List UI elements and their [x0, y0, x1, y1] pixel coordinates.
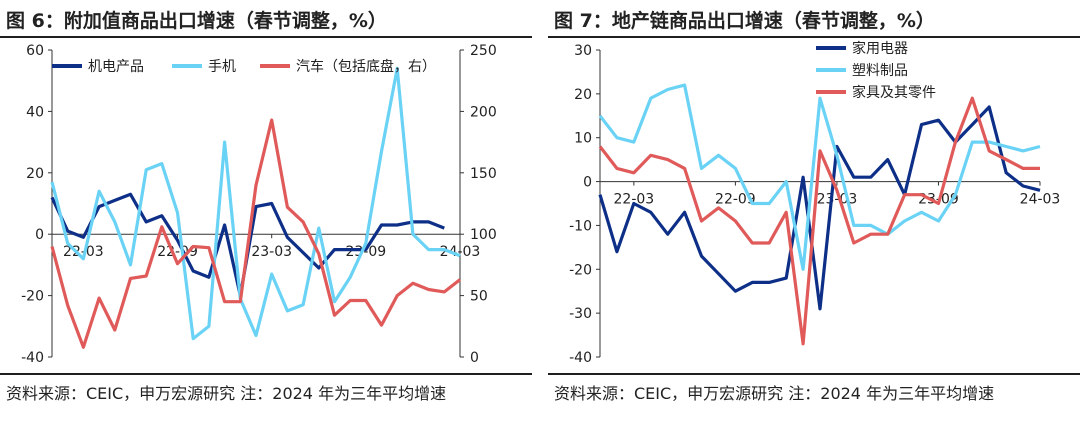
y-tick-label: 0	[583, 175, 592, 191]
y-tick-label: -40	[569, 350, 592, 366]
series-line-1	[598, 105, 1041, 311]
y-tick-label: -30	[569, 306, 592, 322]
source-rule	[548, 373, 1080, 375]
legend-label-1: 机电产品	[88, 59, 144, 75]
y-tick-label: 40	[26, 104, 44, 120]
chart-panel-7: 图 7：地产链商品出口增速（春节调整，%） -40 -30 -20 -10 0 10 20 3…	[548, 0, 1080, 444]
source-note-7: 资料来源：CEIC，申万宏源研究 注：2024 年为三年平均增速	[554, 384, 995, 403]
series-line-2	[50, 66, 461, 341]
y-tick-label: -10	[569, 218, 592, 234]
title-rule	[0, 36, 532, 38]
chart-title-7: 图 7：地产链商品出口增速（春节调整，%）	[554, 10, 935, 32]
y-tick-label: 20	[26, 166, 44, 182]
title-rule	[548, 36, 1080, 38]
y-tick-label: 10	[574, 131, 592, 147]
legend-label-2: 手机	[208, 59, 236, 75]
legend-label-2: 塑料制品	[852, 63, 908, 79]
y-tick-label: 30	[574, 43, 592, 59]
legend-label-1: 家用电器	[852, 40, 908, 57]
source-note-6: 资料来源：CEIC，申万宏源研究 注：2024 年为三年平均增速	[6, 384, 447, 403]
x-tick-label: 24-03	[440, 244, 481, 260]
series-line-3	[50, 118, 461, 349]
series-line-3	[598, 96, 1040, 346]
series-line-2	[598, 83, 1041, 271]
x-tick-label: 22-09	[715, 192, 756, 208]
source-rule	[0, 373, 532, 375]
y-tick-label: -40	[21, 350, 44, 366]
y-tick-label: 60	[26, 43, 44, 59]
y2-tick-label: 50	[470, 289, 488, 305]
y-tick-label: 20	[574, 87, 592, 103]
x-tick-label: 22-09	[157, 244, 198, 260]
x-tick-label: 22-03	[614, 192, 655, 208]
legend-label-3: 家具及其零件	[852, 84, 936, 101]
x-tick-label: 24-03	[1020, 192, 1061, 208]
y2-tick-label: 200	[470, 104, 497, 120]
y2-tick-label: 250	[470, 43, 497, 59]
legend-label-3: 汽车（包括底盘，右）	[296, 58, 436, 75]
y-tick-label: 0	[35, 227, 44, 243]
y-tick-label: -20	[569, 262, 592, 278]
y2-tick-label: 0	[470, 350, 479, 366]
y2-tick-label: 150	[470, 166, 497, 182]
y-tick-label: -20	[21, 289, 44, 305]
chart-panel-6: 图 6：附加值商品出口增速（春节调整，%） -40 -20 0 20 40 60 0 50 10…	[0, 0, 532, 444]
chart-title-6: 图 6：附加值商品出口增速（春节调整，%）	[6, 10, 387, 32]
y2-tick-label: 100	[470, 227, 497, 243]
x-tick-label: 23-03	[251, 244, 292, 260]
